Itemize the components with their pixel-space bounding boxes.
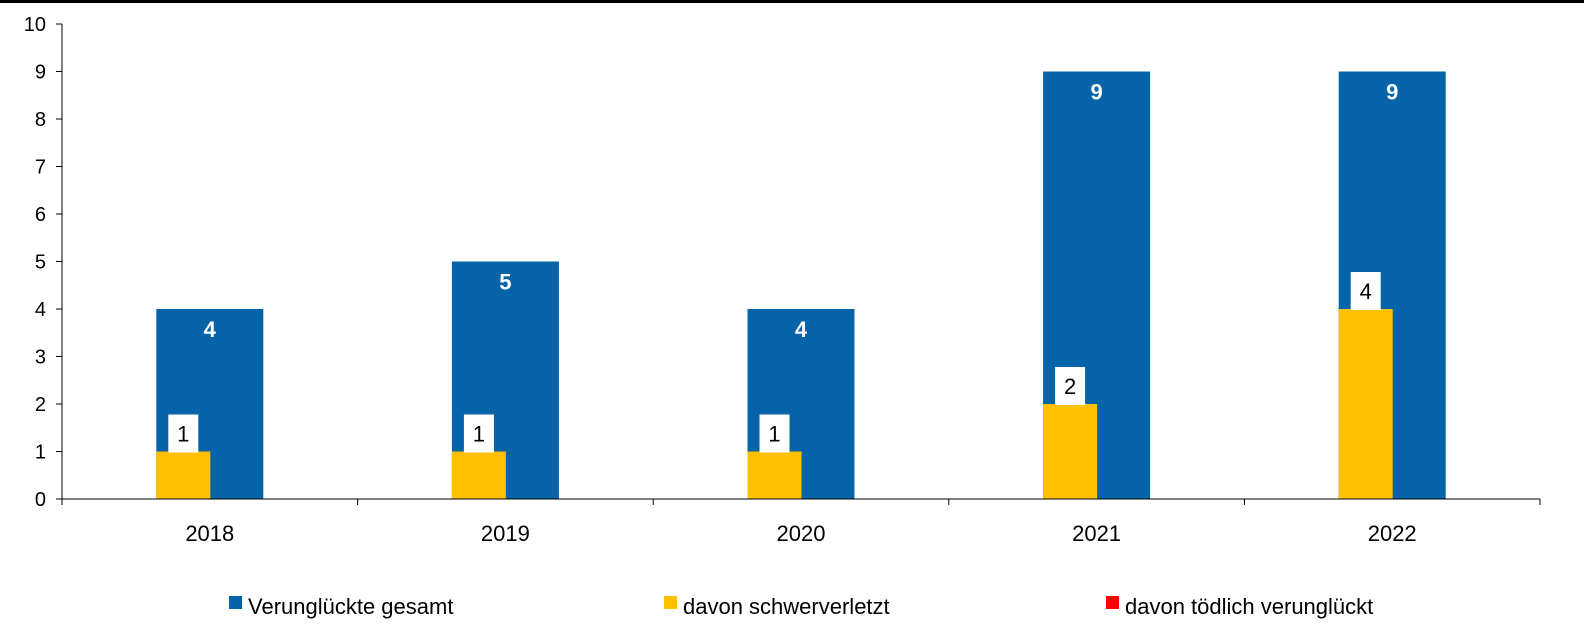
- data-label-total-2019: 5: [499, 270, 511, 295]
- x-tick-label-2019: 2019: [481, 521, 530, 546]
- y-tick-label-2: 2: [35, 394, 46, 416]
- bars-layer: [156, 71, 1446, 499]
- data-label-box-serious-2019: [463, 414, 494, 453]
- data-label-box-serious-2018: [168, 414, 199, 453]
- legend-label-0: Verunglückte gesamt: [248, 594, 453, 619]
- y-tick-label-7: 7: [35, 157, 46, 179]
- x-tick-label-2020: 2020: [777, 521, 826, 546]
- legend-label-2: davon tödlich verunglückt: [1125, 594, 1373, 619]
- legend-swatch-2: [1106, 596, 1119, 609]
- data-label-serious-2022: 4: [1360, 279, 1372, 304]
- data-label-box-serious-2021: [1055, 367, 1086, 405]
- y-tick-label-10: 10: [24, 14, 46, 36]
- data-label-serious-2019: 1: [473, 422, 485, 447]
- x-tick-label-2018: 2018: [185, 521, 234, 546]
- y-tick-label-8: 8: [35, 109, 46, 131]
- data-label-serious-2018: 1: [177, 422, 189, 447]
- bar-serious-2022: [1338, 309, 1393, 499]
- data-label-total-2021: 9: [1090, 80, 1102, 105]
- bar-serious-2021: [1043, 404, 1098, 499]
- bar-serious-2019: [451, 451, 506, 499]
- y-tick-label-9: 9: [35, 62, 46, 84]
- bar-serious-2020: [747, 451, 802, 499]
- data-label-serious-2021: 2: [1064, 374, 1076, 399]
- y-tick-label-5: 5: [35, 252, 46, 274]
- data-label-total-2022: 9: [1386, 80, 1398, 105]
- y-tick-label-3: 3: [35, 347, 46, 369]
- legend-label-1: davon schwerverletzt: [683, 594, 890, 619]
- axes-layer: 0 1 2 3 4 5 6 7 8 9 10 2018 2019 2020 2021 2022: [24, 14, 1541, 546]
- x-tick-label-2021: 2021: [1072, 521, 1121, 546]
- x-tick-label-2022: 2022: [1368, 521, 1417, 546]
- data-label-box-serious-2020: [759, 414, 790, 453]
- data-label-box-serious-2022: [1350, 272, 1381, 310]
- y-tick-label-0: 0: [35, 489, 46, 511]
- legend: Verunglückte gesamt davon schwerverletzt d…: [229, 594, 1373, 619]
- y-tick-label-1: 1: [35, 442, 46, 464]
- y-tick-label-4: 4: [35, 299, 46, 321]
- data-label-total-2018: 4: [204, 317, 217, 342]
- legend-swatch-0: [229, 596, 242, 609]
- y-tick-label-6: 6: [35, 204, 46, 226]
- legend-swatch-1: [664, 596, 677, 609]
- bar-serious-2018: [156, 451, 211, 499]
- data-label-serious-2020: 1: [768, 422, 780, 447]
- data-labels-layer: 4 1 5 1 4 1 9 2 9 4: [168, 80, 1398, 453]
- data-label-total-2020: 4: [795, 317, 808, 342]
